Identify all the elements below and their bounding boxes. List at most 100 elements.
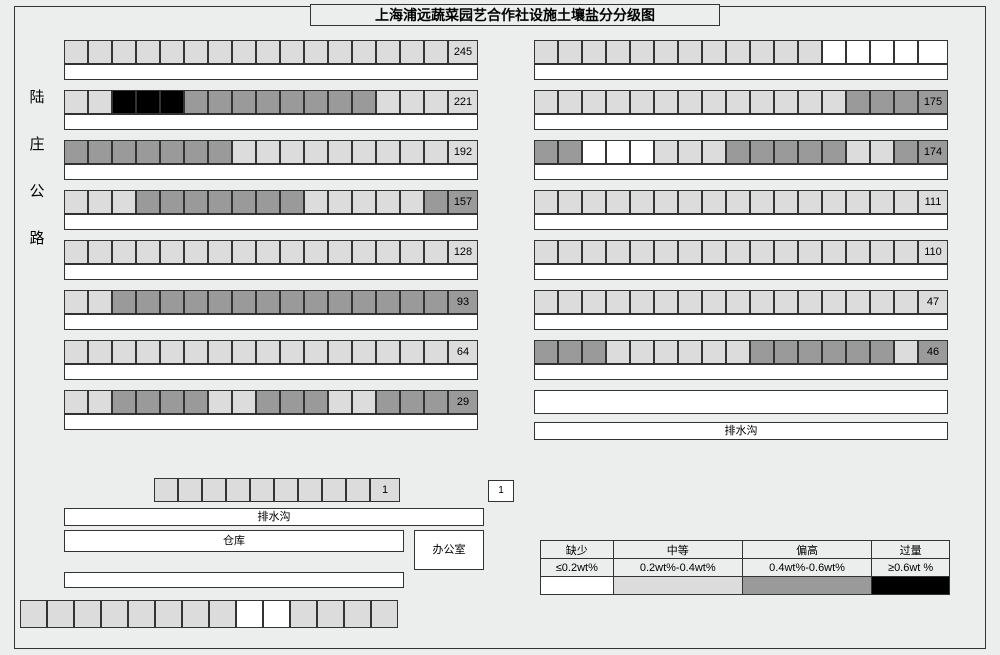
grid-cell	[290, 600, 317, 628]
grid-cell	[202, 478, 226, 502]
grid-cell	[209, 600, 236, 628]
grid-cell	[160, 190, 184, 214]
grid-cell	[376, 240, 400, 264]
grid-cell	[280, 390, 304, 414]
grid-cell	[304, 240, 328, 264]
legend-range: 0.2wt%-0.4wt%	[613, 559, 742, 577]
row-value-label: 1	[370, 478, 400, 502]
grid-cell	[64, 140, 88, 164]
legend-header: 缺少	[541, 541, 614, 559]
grid-cell	[304, 340, 328, 364]
grid-cell	[726, 90, 750, 114]
grid-cell	[702, 40, 726, 64]
grid-cell	[280, 240, 304, 264]
grid-cell	[798, 240, 822, 264]
row-value-label: 64	[448, 340, 478, 364]
grid-cell	[534, 40, 558, 64]
grid-cell	[654, 90, 678, 114]
grid-cell	[894, 190, 918, 214]
grid-cell	[232, 190, 256, 214]
grid-cell	[606, 240, 630, 264]
grid-cell	[822, 40, 846, 64]
grid-cell	[400, 240, 424, 264]
grid-cell	[304, 140, 328, 164]
grid-cell	[160, 90, 184, 114]
row-value-label: 110	[918, 240, 948, 264]
grid-cell	[20, 600, 47, 628]
grid-cell	[894, 340, 918, 364]
row-value-label: 29	[448, 390, 478, 414]
grid-cell	[376, 390, 400, 414]
grid-cell	[424, 290, 448, 314]
grid-cell	[424, 90, 448, 114]
grid-cell	[534, 290, 558, 314]
grid-cell	[846, 240, 870, 264]
spacer-row	[64, 164, 478, 180]
grid-cell	[558, 290, 582, 314]
grid-cell	[208, 240, 232, 264]
grid-cell	[654, 340, 678, 364]
grid-cell	[376, 90, 400, 114]
grid-cell	[88, 40, 112, 64]
grid-cell	[112, 90, 136, 114]
legend-swatch	[742, 577, 871, 595]
grid-cell	[678, 190, 702, 214]
grid-cell	[112, 240, 136, 264]
spacer-row	[64, 414, 478, 430]
grid-cell	[774, 90, 798, 114]
grid-cell	[74, 600, 101, 628]
row-value-label: 157	[448, 190, 478, 214]
grid-cell	[630, 140, 654, 164]
grid-cell	[424, 40, 448, 64]
row-value-label	[918, 40, 948, 64]
grid-cell	[112, 40, 136, 64]
grid-cell	[352, 90, 376, 114]
grid-cell	[558, 240, 582, 264]
legend: 缺少 中等 偏高 过量 ≤0.2wt% 0.2wt%-0.4wt% 0.4wt%…	[540, 540, 950, 595]
grid-cell	[654, 140, 678, 164]
grid-cell	[236, 600, 263, 628]
grid-cell	[128, 600, 155, 628]
grid-cell	[322, 478, 346, 502]
grid-cell	[424, 190, 448, 214]
grid-cell	[256, 290, 280, 314]
grid-cell	[208, 340, 232, 364]
grid-cell	[654, 290, 678, 314]
grid-cell	[822, 290, 846, 314]
legend-swatch	[613, 577, 742, 595]
grid-cell	[304, 40, 328, 64]
grid-cell	[726, 140, 750, 164]
spacer-row	[534, 364, 948, 380]
drain-label: 排水沟	[64, 508, 484, 526]
grid-cell	[798, 290, 822, 314]
grid-cell	[822, 190, 846, 214]
grid-cell	[630, 240, 654, 264]
grid-cell	[534, 90, 558, 114]
grid-cell	[400, 340, 424, 364]
grid-cell	[352, 290, 376, 314]
legend-range: ≤0.2wt%	[541, 559, 614, 577]
spacer-row	[534, 164, 948, 180]
grid-cell	[582, 90, 606, 114]
grid-cell	[894, 240, 918, 264]
grid-cell	[317, 600, 344, 628]
grid-cell	[846, 190, 870, 214]
grid-cell	[846, 140, 870, 164]
grid-cell	[280, 40, 304, 64]
grid-cell	[208, 140, 232, 164]
grid-cell	[798, 190, 822, 214]
grid-cell	[726, 290, 750, 314]
grid-cell	[47, 600, 74, 628]
grid-cell	[208, 40, 232, 64]
legend-range: 0.4wt%-0.6wt%	[742, 559, 871, 577]
grid-cell	[702, 190, 726, 214]
grid-cell	[750, 190, 774, 214]
grid-cell	[400, 190, 424, 214]
spacer-row	[64, 364, 478, 380]
grid-cell	[798, 90, 822, 114]
grid-cell	[774, 190, 798, 214]
grid-cell	[726, 190, 750, 214]
grid-cell	[160, 390, 184, 414]
grid-cell	[136, 90, 160, 114]
row-value-label: 175	[918, 90, 948, 114]
